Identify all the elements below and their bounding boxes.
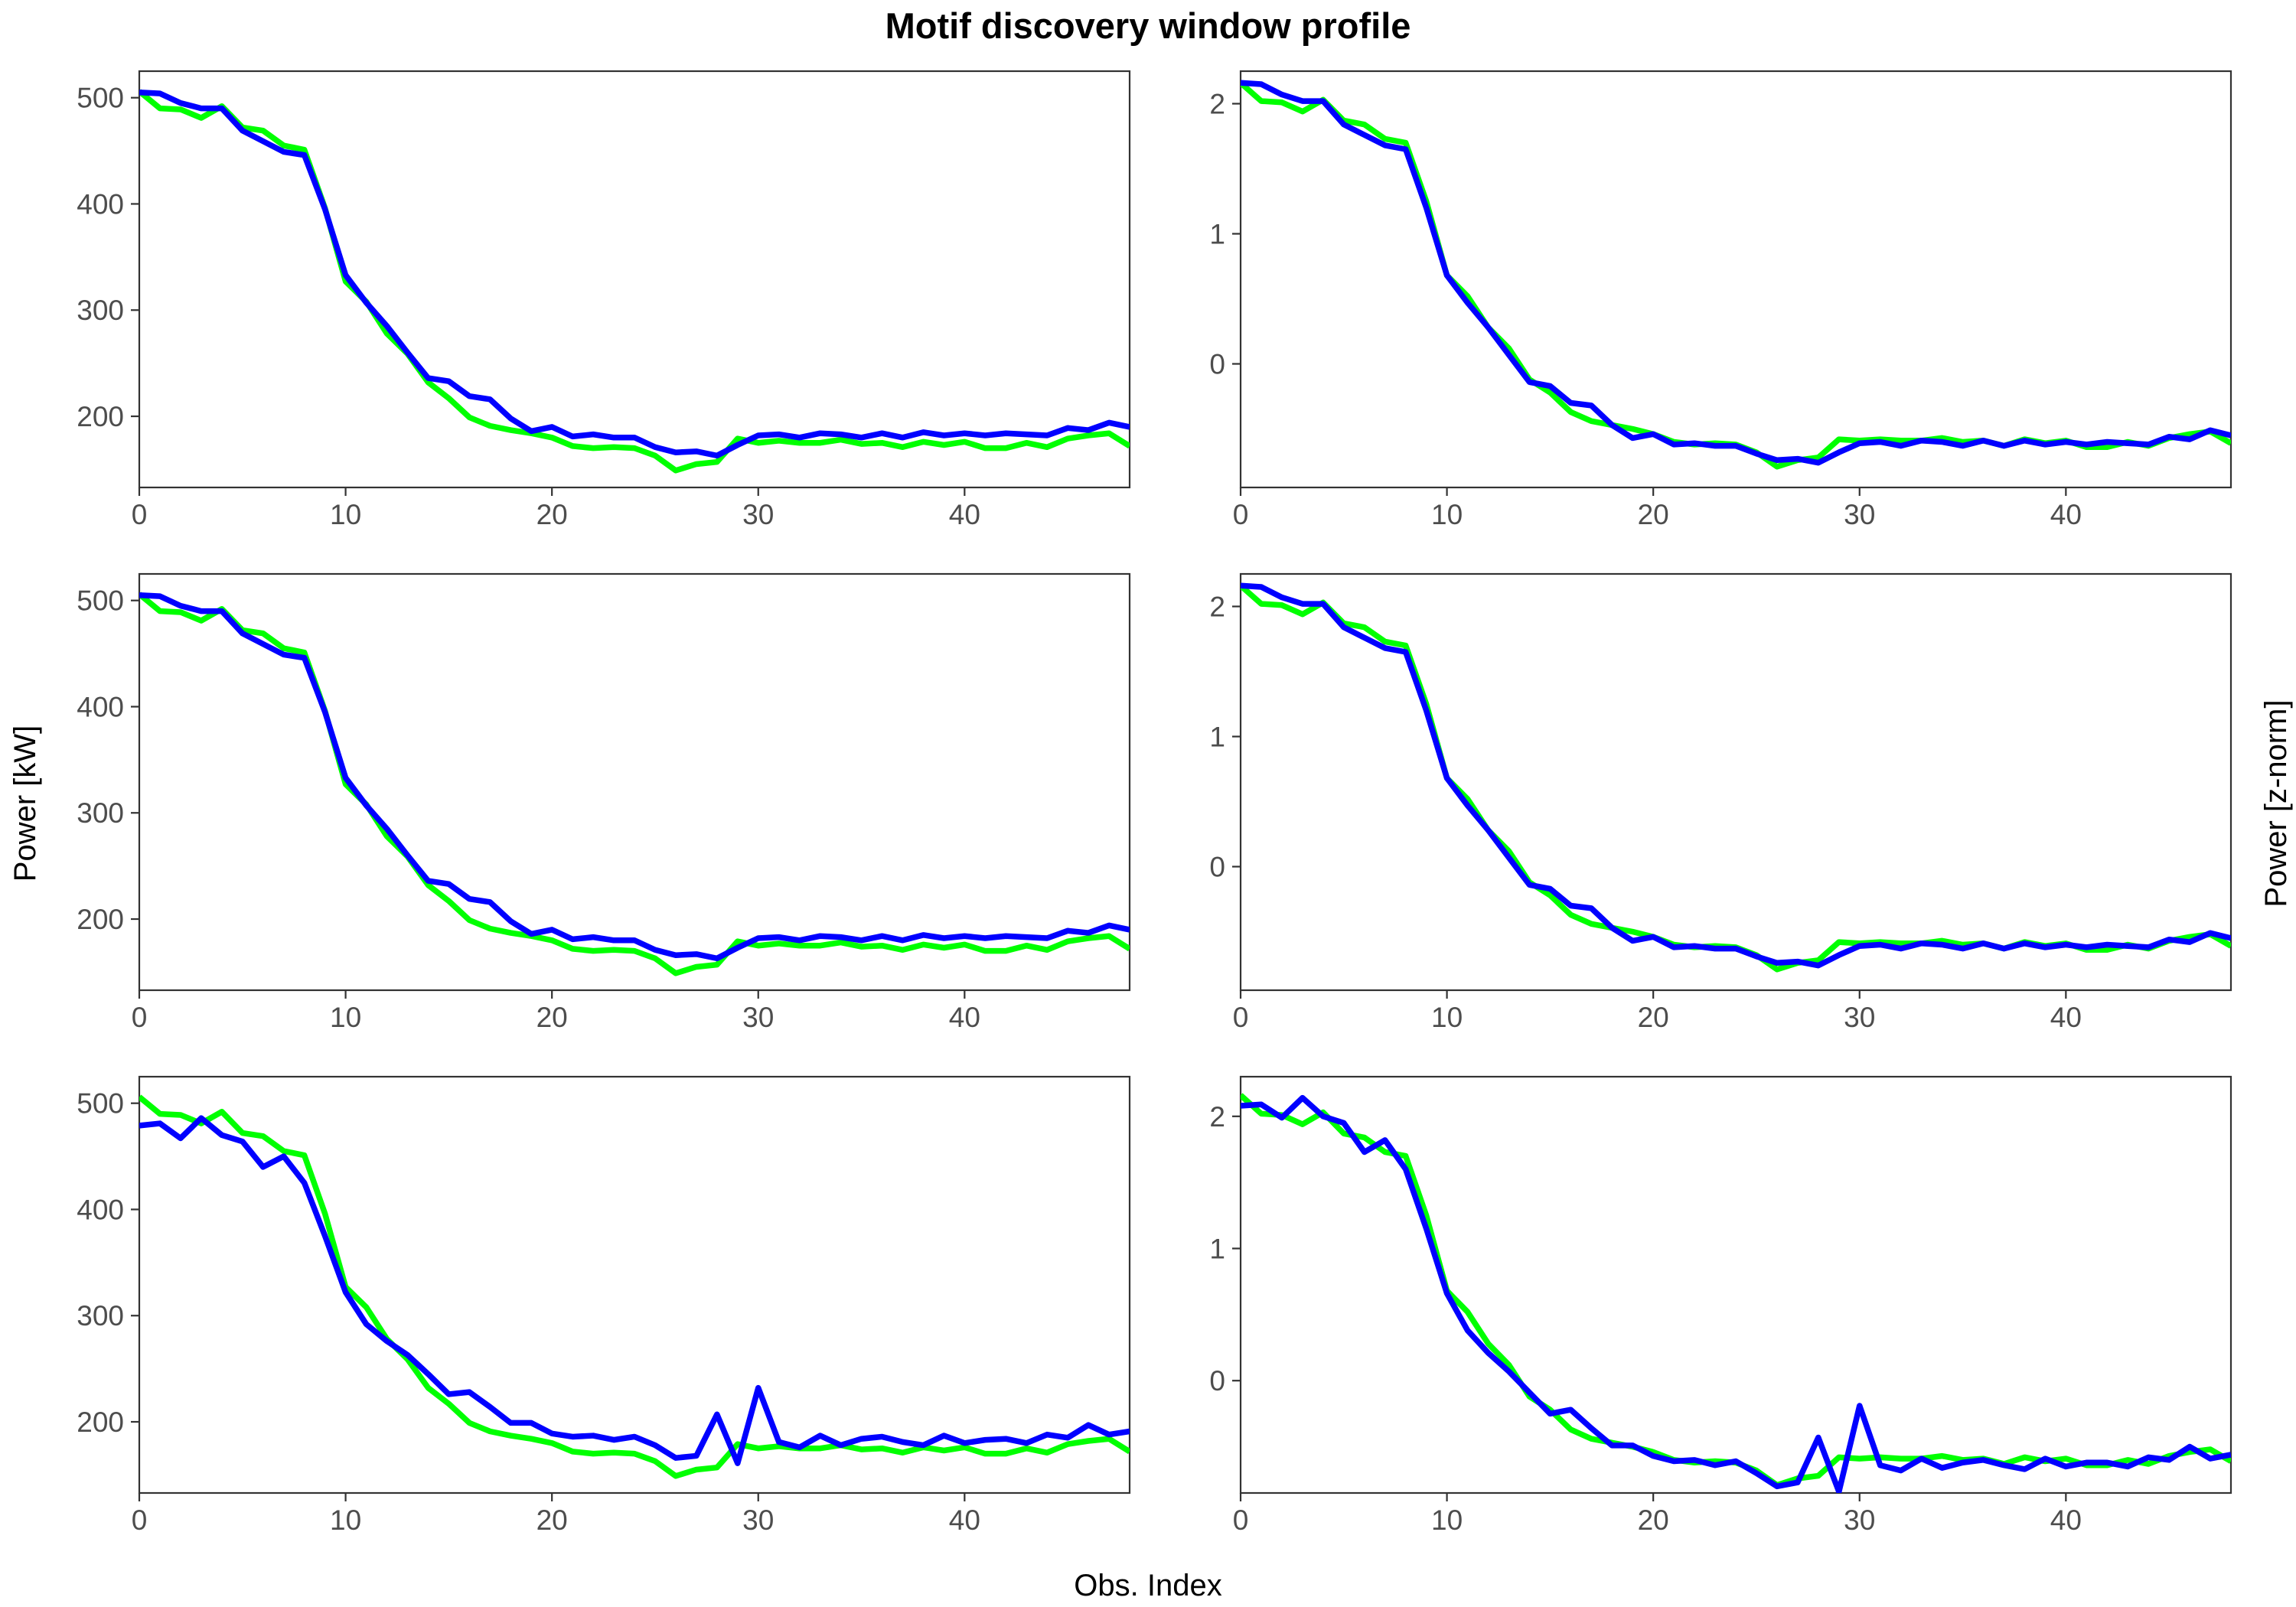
y-tick-label: 400 [77, 1194, 124, 1225]
y-tick-label: 2 [1209, 592, 1225, 623]
series-line-blue [1241, 1094, 2231, 1493]
x-tick-label: 30 [1844, 1002, 1875, 1033]
y-tick-label: 1 [1209, 219, 1225, 250]
x-tick-label: 10 [1431, 1002, 1463, 1033]
y-tick-label: 200 [77, 1407, 124, 1438]
y-tick-label: 0 [1209, 1365, 1225, 1397]
y-tick-label: 2 [1209, 1101, 1225, 1133]
panel-frame [1239, 70, 2232, 489]
x-tick-label: 0 [1233, 499, 1249, 530]
y-tick-label: 300 [77, 797, 124, 829]
x-tick-label: 20 [1638, 1504, 1669, 1536]
x-tick-label: 20 [1638, 499, 1669, 530]
y-tick-label: 200 [77, 904, 124, 935]
y-tick-label: 400 [77, 691, 124, 722]
panel-row2-left: 0 10 20 30 40 200 300 400 500 [77, 572, 1131, 1033]
panel-row3-right: 0 10 20 30 40 0 1 2 [1209, 1075, 2232, 1536]
y-tick-label: 500 [77, 585, 124, 617]
panel-row3-left: 0 10 20 30 40 200 300 400 500 [77, 1075, 1131, 1536]
panel-frame [1239, 1075, 2232, 1495]
y-tick-label: 200 [77, 401, 124, 432]
x-tick-label: 20 [536, 499, 568, 530]
x-tick-label: 0 [1233, 1504, 1249, 1536]
y-axis-title-right: Power [z-norm] [2259, 699, 2293, 907]
y-tick-label: 500 [77, 83, 124, 114]
series-line-green [139, 89, 1130, 474]
series-line-blue [1241, 80, 2231, 466]
x-tick-label: 20 [536, 1002, 568, 1033]
x-tick-label: 0 [132, 1002, 148, 1033]
x-tick-label: 0 [132, 1504, 148, 1536]
x-tick-label: 10 [330, 1002, 361, 1033]
y-tick-label: 0 [1209, 852, 1225, 883]
series-line-blue [1241, 582, 2231, 969]
x-tick-label: 10 [1431, 499, 1463, 530]
x-tick-label: 30 [742, 1504, 774, 1536]
x-tick-label: 10 [330, 499, 361, 530]
x-tick-label: 40 [2050, 499, 2082, 530]
y-tick-label: 300 [77, 295, 124, 326]
y-axis-title-left: Power [kW] [8, 725, 42, 882]
panel-row2-right: 0 10 20 30 40 0 1 2 [1209, 572, 2232, 1033]
panel-frame [1239, 572, 2232, 992]
panel-frame [138, 1075, 1131, 1495]
series-line-blue [139, 90, 1130, 459]
x-tick-label: 20 [1638, 1002, 1669, 1033]
series-line-green [139, 592, 1130, 976]
panel-row1-right: 0 10 20 30 40 0 1 2 [1209, 70, 2232, 530]
x-tick-label: 40 [949, 1504, 980, 1536]
x-axis-title: Obs. Index [1074, 1569, 1221, 1602]
x-tick-label: 40 [949, 1002, 980, 1033]
x-tick-label: 30 [1844, 1504, 1875, 1536]
y-tick-label: 300 [77, 1300, 124, 1332]
y-tick-label: 2 [1209, 89, 1225, 120]
y-tick-label: 0 [1209, 349, 1225, 380]
y-tick-label: 400 [77, 188, 124, 220]
x-tick-label: 0 [1233, 1002, 1249, 1033]
y-tick-label: 1 [1209, 722, 1225, 753]
panel-row1-left: 0 10 20 30 40 200 300 400 500 [77, 70, 1131, 530]
chart-title: Motif discovery window profile [885, 5, 1411, 46]
x-tick-label: 20 [536, 1504, 568, 1536]
series-line-green [139, 1094, 1130, 1479]
x-tick-label: 40 [2050, 1002, 2082, 1033]
x-tick-label: 0 [132, 499, 148, 530]
x-tick-label: 40 [949, 499, 980, 530]
x-tick-label: 30 [742, 1002, 774, 1033]
x-tick-label: 30 [742, 499, 774, 530]
y-tick-label: 500 [77, 1088, 124, 1120]
x-tick-label: 30 [1844, 499, 1875, 530]
x-tick-label: 40 [2050, 1504, 2082, 1536]
y-tick-label: 1 [1209, 1234, 1225, 1265]
x-tick-label: 10 [330, 1504, 361, 1536]
panel-frame [138, 70, 1131, 489]
x-tick-label: 10 [1431, 1504, 1463, 1536]
series-line-blue [139, 592, 1130, 962]
panel-frame [138, 572, 1131, 992]
series-line-blue [139, 1115, 1130, 1466]
